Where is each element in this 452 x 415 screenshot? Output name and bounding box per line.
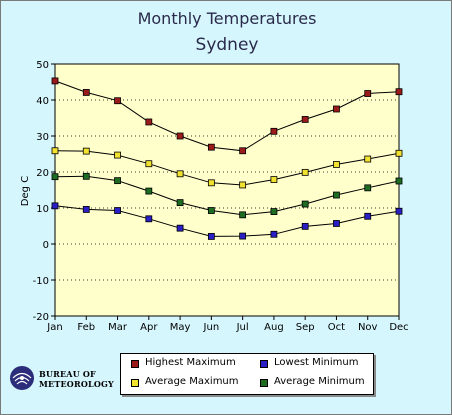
data-point (114, 207, 121, 214)
x-tick-label: Sep (296, 322, 315, 333)
data-point (176, 170, 184, 178)
data-point (176, 132, 184, 140)
data-point (145, 187, 153, 195)
legend-label-lowest-minimum: Lowest Minimum (274, 357, 359, 368)
x-tick-label: Mar (108, 322, 128, 333)
data-point (207, 143, 215, 151)
x-tick-label: May (170, 322, 191, 333)
data-point (82, 147, 90, 155)
data-point (239, 181, 247, 189)
legend-label-average-maximum: Average Maximum (145, 376, 239, 387)
data-point (207, 233, 215, 240)
data-point (239, 147, 247, 155)
legend-swatch-lowest-minimum (260, 360, 268, 368)
logo-line-1: BUREAU OF (39, 369, 96, 379)
y-tick-label: 30 (36, 132, 49, 143)
y-tick-label: -10 (33, 276, 49, 287)
x-tick-label: Oct (328, 322, 345, 333)
series-line (54, 150, 400, 186)
y-axis-label: Deg C (20, 176, 31, 206)
bureau-logo: BUREAU OF METEOROLOGY (9, 365, 121, 395)
x-tick-label: Jun (203, 322, 220, 333)
data-point (270, 176, 278, 183)
y-axis: 50 40 30 20 10 0 -10 -20 (33, 60, 55, 323)
x-tick-label: Nov (358, 322, 378, 333)
data-point (114, 151, 121, 159)
y-tick-label: 50 (36, 60, 49, 71)
data-point (395, 207, 403, 215)
series-lowest-minimum (51, 202, 403, 240)
x-tick-label: Apr (140, 322, 158, 333)
legend-label-average-minimum: Average Minimum (274, 376, 365, 387)
series-line (54, 80, 400, 152)
grid-lines (55, 99, 399, 281)
data-point (51, 77, 59, 85)
x-tick-label: Jan (46, 322, 62, 333)
x-tick-label: Aug (264, 322, 284, 333)
data-point (82, 172, 90, 180)
data-point (51, 202, 59, 210)
data-point (364, 90, 372, 97)
series-line (54, 205, 400, 237)
chart-title: Monthly Temperatures (138, 9, 317, 28)
data-point (301, 222, 309, 230)
y-tick-label: 0 (43, 240, 49, 251)
data-point (207, 179, 215, 187)
data-point (114, 97, 121, 105)
data-point (114, 177, 121, 185)
data-point (207, 207, 215, 214)
legend-label-highest-maximum: Highest Maximum (145, 357, 236, 368)
data-point (176, 224, 184, 232)
plot-area (54, 63, 400, 317)
data-point (270, 208, 278, 216)
legend-swatch-average-minimum (260, 379, 268, 387)
data-point (333, 220, 340, 227)
data-point (270, 127, 278, 135)
data-point (145, 118, 153, 126)
legend-swatch-highest-maximum (131, 360, 139, 368)
series-line (54, 175, 400, 216)
chart-subtitle: Sydney (196, 35, 259, 55)
data-point (82, 89, 90, 96)
data-point (239, 232, 247, 240)
y-tick-label: -20 (33, 312, 49, 323)
data-point (395, 149, 403, 157)
data-point (364, 212, 372, 220)
series-average-minimum (51, 172, 403, 219)
data-point (395, 88, 403, 96)
legend-swatch-average-maximum (131, 379, 139, 387)
x-tick-label: Jul (236, 322, 249, 333)
x-tick-label: Dec (389, 322, 408, 333)
data-point (145, 215, 153, 223)
series-average-maximum (51, 147, 403, 189)
data-point (364, 155, 372, 163)
data-point (145, 160, 153, 168)
x-tick-label: Feb (77, 322, 95, 333)
x-axis: Jan Feb Mar Apr May Jun Jul Aug Sep Oct Nov Dec (46, 316, 409, 333)
data-point (301, 168, 309, 176)
data-point (333, 161, 340, 168)
data-point (333, 105, 340, 113)
y-tick-label: 40 (36, 96, 49, 107)
data-point (239, 211, 247, 219)
data-point (333, 191, 340, 199)
series-highest-maximum (51, 77, 403, 155)
data-point (395, 177, 403, 185)
data-point (364, 184, 372, 192)
bom-emblem-icon (10, 366, 34, 390)
data-point (51, 173, 59, 181)
y-tick-label: 20 (36, 168, 49, 179)
data-point (51, 147, 59, 155)
data-point (82, 206, 90, 213)
data-point (301, 116, 309, 123)
data-series (51, 77, 403, 240)
chart-legend: Highest Maximum Lowest Minimum Average M… (120, 353, 374, 395)
y-tick-label: 10 (36, 204, 49, 215)
data-point (270, 230, 278, 238)
data-point (176, 199, 184, 207)
logo-line-2: METEOROLOGY (39, 379, 114, 389)
data-point (301, 200, 309, 208)
